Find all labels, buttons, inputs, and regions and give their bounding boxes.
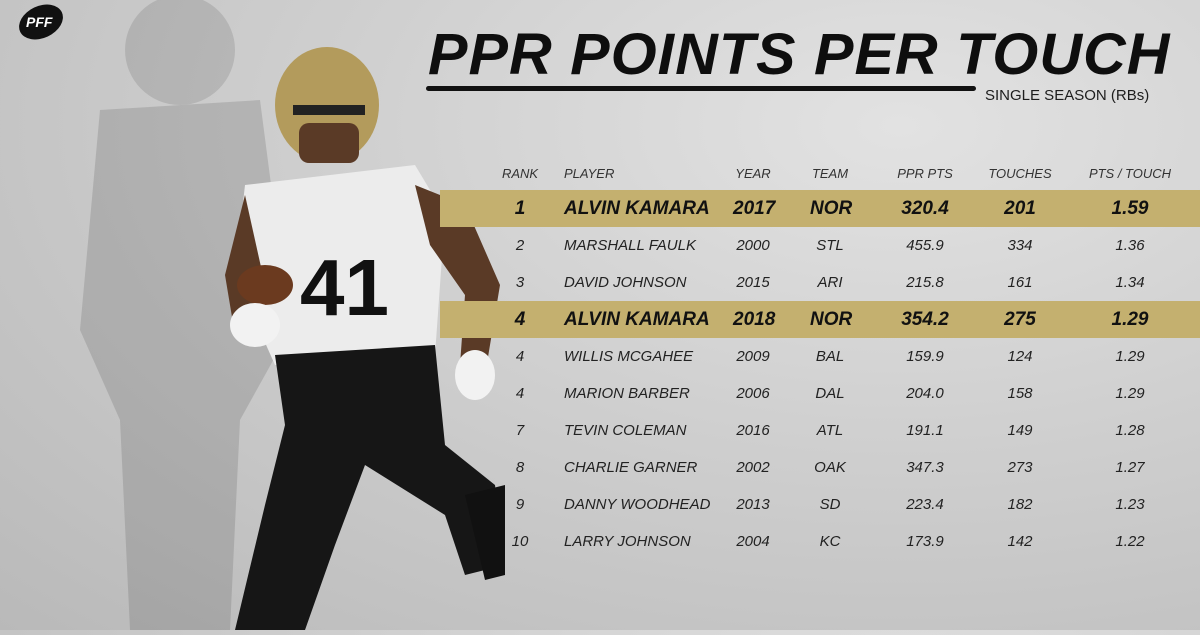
player-cell: MARION BARBER xyxy=(564,385,690,402)
svg-text:41: 41 xyxy=(300,243,389,332)
year-cell: 2002 xyxy=(736,459,770,476)
table-row: 4 MARION BARBER 2006 DAL 204.0 158 1.29 xyxy=(440,375,1200,412)
rank-cell: 7 xyxy=(515,422,525,439)
touches-cell: 201 xyxy=(1004,197,1036,219)
touches-cell: 273 xyxy=(1007,459,1033,476)
table-row: 1 ALVIN KAMARA 2017 NOR 320.4 201 1.59 xyxy=(440,190,1200,227)
year-cell: 2004 xyxy=(736,533,770,550)
rank-cell: 4 xyxy=(514,308,526,330)
svg-text:PFF: PFF xyxy=(26,14,53,30)
page-subtitle: SINGLE SEASON (RBs) xyxy=(985,87,1150,104)
table-row: 4 ALVIN KAMARA 2018 NOR 354.2 275 1.29 xyxy=(440,301,1200,338)
team-cell: NOR xyxy=(810,197,853,219)
player-cell: DAVID JOHNSON xyxy=(564,274,687,291)
table-row: 2 MARSHALL FAULK 2000 STL 455.9 334 1.36 xyxy=(440,227,1200,264)
year-cell: 2009 xyxy=(736,348,770,365)
column-header-team: TEAM xyxy=(811,165,849,181)
player-cell: DANNY WOODHEAD xyxy=(564,496,711,513)
column-header-rank: RANK xyxy=(501,165,539,181)
column-header-pts-per-touch: PTS / TOUCH xyxy=(1088,165,1172,181)
rank-cell: 9 xyxy=(515,496,525,513)
pts-per-touch-cell: 1.23 xyxy=(1115,496,1145,513)
pts-per-touch-cell: 1.36 xyxy=(1115,237,1145,254)
ppr-pts-cell: 191.1 xyxy=(906,422,944,439)
year-cell: 2017 xyxy=(733,197,776,219)
year-cell: 2015 xyxy=(736,274,770,291)
touches-cell: 275 xyxy=(1004,308,1036,330)
pts-per-touch-cell: 1.29 xyxy=(1111,308,1149,330)
player-cell: ALVIN KAMARA xyxy=(564,308,710,330)
team-cell: NOR xyxy=(810,308,853,330)
ppr-pts-cell: 455.9 xyxy=(906,237,944,254)
ppr-pts-cell: 223.4 xyxy=(906,496,944,513)
column-header-year: YEAR xyxy=(735,165,771,181)
table-row: 10 LARRY JOHNSON 2004 KC 173.9 142 1.22 xyxy=(440,523,1200,560)
touches-cell: 149 xyxy=(1007,422,1033,439)
ppr-pts-cell: 159.9 xyxy=(906,348,944,365)
team-cell: STL xyxy=(816,237,844,254)
pts-per-touch-cell: 1.22 xyxy=(1115,533,1145,550)
player-cell: CHARLIE GARNER xyxy=(564,459,698,476)
ppr-pts-cell: 320.4 xyxy=(901,197,949,219)
table-header-row: RANK PLAYER YEAR TEAM PPR PTS TOUCHES PT… xyxy=(440,160,1200,186)
touches-cell: 334 xyxy=(1007,237,1033,254)
pts-per-touch-cell: 1.29 xyxy=(1115,348,1145,365)
touches-cell: 158 xyxy=(1007,385,1033,402)
column-header-ppr-pts: PPR PTS xyxy=(897,165,953,181)
year-cell: 2018 xyxy=(733,308,776,330)
ppr-pts-cell: 215.8 xyxy=(906,274,944,291)
pts-per-touch-cell: 1.29 xyxy=(1115,385,1145,402)
player-cell: WILLIS MCGAHEE xyxy=(564,348,694,365)
pts-per-touch-cell: 1.59 xyxy=(1111,197,1149,219)
year-cell: 2006 xyxy=(736,385,770,402)
pts-per-touch-cell: 1.27 xyxy=(1115,459,1145,476)
touches-cell: 124 xyxy=(1007,348,1033,365)
team-cell: DAL xyxy=(815,385,845,402)
player-cell: MARSHALL FAULK xyxy=(564,237,696,254)
rank-cell: 8 xyxy=(515,459,525,476)
year-cell: 2016 xyxy=(736,422,770,439)
player-cell: ALVIN KAMARA xyxy=(564,197,710,219)
player-cell: TEVIN COLEMAN xyxy=(564,422,687,439)
touches-cell: 161 xyxy=(1007,274,1033,291)
rank-cell: 2 xyxy=(515,237,525,254)
team-cell: ATL xyxy=(816,422,844,439)
ppr-pts-cell: 173.9 xyxy=(906,533,944,550)
ppr-pts-cell: 354.2 xyxy=(901,308,949,330)
team-cell: KC xyxy=(819,533,841,550)
stats-table: RANK PLAYER YEAR TEAM PPR PTS TOUCHES PT… xyxy=(440,160,1200,560)
year-cell: 2013 xyxy=(736,496,770,513)
ppr-pts-cell: 347.3 xyxy=(906,459,944,476)
team-cell: OAK xyxy=(814,459,846,476)
ppr-pts-cell: 204.0 xyxy=(906,385,944,402)
touches-cell: 142 xyxy=(1007,533,1033,550)
rank-cell: 4 xyxy=(515,348,525,365)
pts-per-touch-cell: 1.34 xyxy=(1115,274,1145,291)
column-header-touches: TOUCHES xyxy=(988,165,1052,181)
pts-per-touch-cell: 1.28 xyxy=(1115,422,1145,439)
touches-cell: 182 xyxy=(1007,496,1033,513)
team-cell: ARI xyxy=(817,274,843,291)
pff-logo: PFF xyxy=(18,2,64,42)
team-cell: SD xyxy=(819,496,841,513)
table-row: 9 DANNY WOODHEAD 2013 SD 223.4 182 1.23 xyxy=(440,486,1200,523)
page-title: PPR POINTS PER TOUCH xyxy=(428,22,1171,87)
rank-cell: 4 xyxy=(515,385,525,402)
title-underline xyxy=(426,86,976,91)
player-cell: LARRY JOHNSON xyxy=(564,533,691,550)
table-row: 7 TEVIN COLEMAN 2016 ATL 191.1 149 1.28 xyxy=(440,412,1200,449)
table-row: 4 WILLIS MCGAHEE 2009 BAL 159.9 124 1.29 xyxy=(440,338,1200,375)
table-row: 3 DAVID JOHNSON 2015 ARI 215.8 161 1.34 xyxy=(440,264,1200,301)
rank-cell: 3 xyxy=(515,274,525,291)
rank-cell: 10 xyxy=(511,533,529,550)
column-header-player: PLAYER xyxy=(564,165,615,181)
player-photo: 41 xyxy=(215,45,515,630)
table-row: 8 CHARLIE GARNER 2002 OAK 347.3 273 1.27 xyxy=(440,449,1200,486)
team-cell: BAL xyxy=(815,348,845,365)
year-cell: 2000 xyxy=(736,237,770,254)
rank-cell: 1 xyxy=(514,197,526,219)
